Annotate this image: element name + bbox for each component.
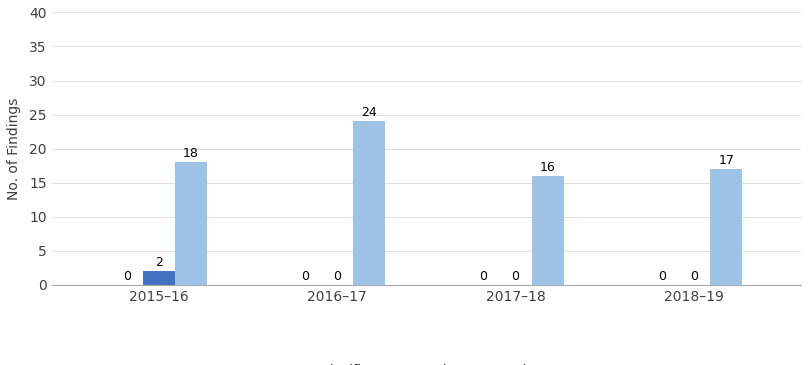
Bar <box>710 169 743 285</box>
Text: 18: 18 <box>183 147 199 160</box>
Y-axis label: No. of Findings: No. of Findings <box>7 97 21 200</box>
Bar <box>175 162 207 285</box>
Text: 17: 17 <box>718 154 734 167</box>
Text: 16: 16 <box>540 161 556 174</box>
Bar <box>143 271 175 285</box>
Text: 2: 2 <box>155 256 162 269</box>
Text: 0: 0 <box>658 270 666 283</box>
Bar <box>353 121 385 285</box>
Legend: Significant, Moderate, Minor: Significant, Moderate, Minor <box>300 359 553 365</box>
Text: 24: 24 <box>361 106 377 119</box>
Text: 0: 0 <box>479 270 487 283</box>
Text: 0: 0 <box>301 270 309 283</box>
Text: 0: 0 <box>333 270 341 283</box>
Text: 0: 0 <box>511 270 520 283</box>
Text: 0: 0 <box>123 270 131 283</box>
Bar <box>532 176 564 285</box>
Text: 0: 0 <box>690 270 698 283</box>
